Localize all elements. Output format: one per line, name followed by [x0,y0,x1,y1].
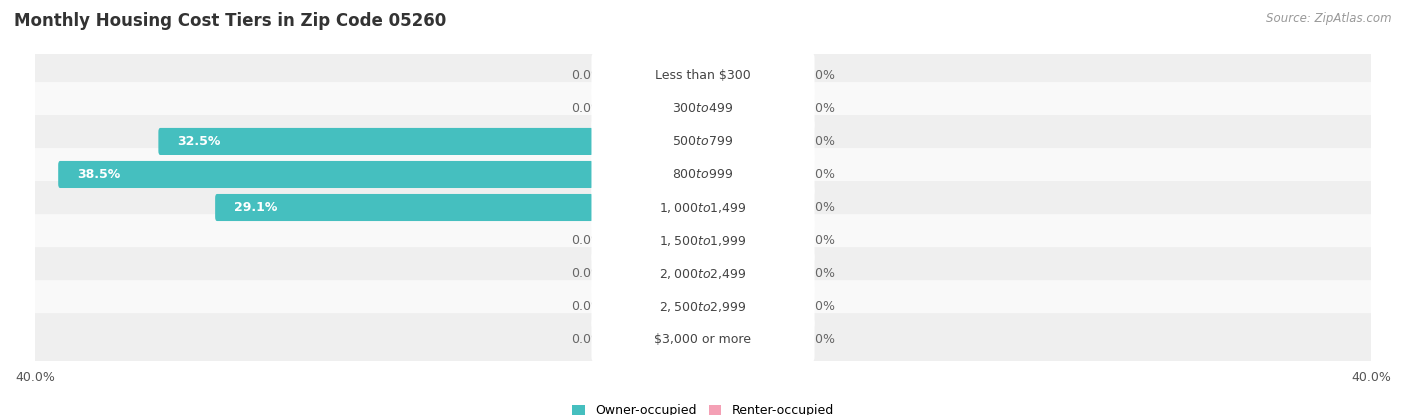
Text: 32.5%: 32.5% [177,135,221,148]
FancyBboxPatch shape [58,161,704,188]
FancyBboxPatch shape [702,194,797,221]
Text: $1,500 to $1,999: $1,500 to $1,999 [659,234,747,247]
Text: 0.0%: 0.0% [803,201,835,214]
FancyBboxPatch shape [609,95,704,122]
Text: $300 to $499: $300 to $499 [672,102,734,115]
FancyBboxPatch shape [592,119,814,164]
FancyBboxPatch shape [159,128,704,155]
FancyBboxPatch shape [592,53,814,98]
Text: 0.0%: 0.0% [571,333,603,346]
Text: 0.0%: 0.0% [571,102,603,115]
FancyBboxPatch shape [592,284,814,330]
FancyBboxPatch shape [702,95,797,122]
FancyBboxPatch shape [609,293,704,320]
FancyBboxPatch shape [592,218,814,263]
Text: $1,000 to $1,499: $1,000 to $1,499 [659,200,747,215]
Text: Source: ZipAtlas.com: Source: ZipAtlas.com [1267,12,1392,25]
Text: Monthly Housing Cost Tiers in Zip Code 05260: Monthly Housing Cost Tiers in Zip Code 0… [14,12,446,30]
Text: 0.0%: 0.0% [803,102,835,115]
Text: 0.0%: 0.0% [803,300,835,313]
FancyBboxPatch shape [702,161,797,188]
FancyBboxPatch shape [22,280,1384,333]
FancyBboxPatch shape [22,49,1384,102]
Text: 0.0%: 0.0% [803,234,835,247]
FancyBboxPatch shape [592,152,814,197]
FancyBboxPatch shape [609,260,704,287]
Legend: Owner-occupied, Renter-occupied: Owner-occupied, Renter-occupied [568,399,838,415]
Text: $500 to $799: $500 to $799 [672,135,734,148]
FancyBboxPatch shape [702,128,797,155]
FancyBboxPatch shape [22,115,1384,168]
FancyBboxPatch shape [22,181,1384,234]
FancyBboxPatch shape [702,62,797,89]
FancyBboxPatch shape [609,326,704,353]
FancyBboxPatch shape [592,85,814,131]
Text: $800 to $999: $800 to $999 [672,168,734,181]
FancyBboxPatch shape [592,185,814,230]
Text: 0.0%: 0.0% [571,300,603,313]
Text: Less than $300: Less than $300 [655,69,751,82]
FancyBboxPatch shape [702,326,797,353]
FancyBboxPatch shape [702,293,797,320]
FancyBboxPatch shape [22,247,1384,300]
Text: 0.0%: 0.0% [571,69,603,82]
FancyBboxPatch shape [702,227,797,254]
FancyBboxPatch shape [609,227,704,254]
Text: 0.0%: 0.0% [571,234,603,247]
Text: 38.5%: 38.5% [77,168,120,181]
Text: $3,000 or more: $3,000 or more [655,333,751,346]
Text: $2,000 to $2,499: $2,000 to $2,499 [659,266,747,281]
Text: 0.0%: 0.0% [803,333,835,346]
Text: 0.0%: 0.0% [803,267,835,280]
Text: $2,500 to $2,999: $2,500 to $2,999 [659,300,747,314]
FancyBboxPatch shape [22,82,1384,135]
FancyBboxPatch shape [22,148,1384,201]
FancyBboxPatch shape [22,214,1384,267]
FancyBboxPatch shape [592,317,814,362]
FancyBboxPatch shape [22,313,1384,366]
FancyBboxPatch shape [702,260,797,287]
Text: 29.1%: 29.1% [233,201,277,214]
Text: 0.0%: 0.0% [571,267,603,280]
Text: 0.0%: 0.0% [803,69,835,82]
Text: 0.0%: 0.0% [803,135,835,148]
FancyBboxPatch shape [609,62,704,89]
Text: 0.0%: 0.0% [803,168,835,181]
FancyBboxPatch shape [215,194,704,221]
FancyBboxPatch shape [592,251,814,296]
